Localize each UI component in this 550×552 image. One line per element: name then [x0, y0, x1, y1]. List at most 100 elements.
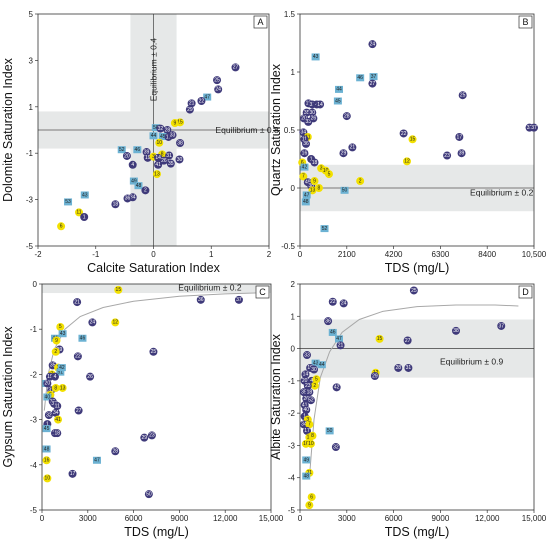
data-point: 24	[368, 40, 377, 49]
x-tick-label: 8400	[478, 250, 496, 259]
data-point: 44	[149, 132, 158, 140]
data-point: 32	[44, 411, 53, 420]
data-point: 36	[324, 317, 333, 326]
point-marker-circle	[53, 429, 62, 438]
point-label: 38	[177, 140, 183, 146]
point-marker-circle	[52, 336, 61, 345]
data-point: 6	[307, 493, 316, 502]
point-marker-square	[340, 186, 349, 194]
point-label: 39	[144, 149, 150, 155]
point-marker-square	[149, 132, 158, 140]
data-point: 25	[149, 347, 158, 356]
point-label: 45	[335, 98, 341, 104]
point-label: 15	[410, 137, 416, 143]
point-marker-circle	[310, 381, 319, 390]
point-marker-circle	[394, 363, 403, 372]
point-label: 8	[311, 433, 314, 439]
y-tick-label: 5	[29, 10, 34, 19]
data-point: 49	[302, 456, 311, 464]
x-tick-label: 15,000	[259, 514, 284, 523]
point-label: 37	[531, 125, 537, 131]
equilibrium-label-horizontal: Equilibrium ± 0.8	[215, 125, 279, 135]
point-marker-circle	[234, 295, 243, 304]
point-label: 36	[325, 318, 331, 324]
point-marker-square	[151, 124, 160, 132]
point-marker-circle	[58, 383, 67, 392]
point-marker-circle	[141, 186, 150, 195]
point-marker-circle	[42, 456, 51, 465]
point-label: 42	[59, 365, 65, 371]
point-label: 28	[395, 365, 401, 371]
data-point: 36	[302, 139, 311, 148]
point-label: 7	[302, 174, 305, 180]
data-point: 26	[159, 156, 168, 165]
point-label: 37	[498, 323, 504, 329]
point-marker-circle	[306, 439, 315, 448]
x-tick-label: 9000	[171, 514, 189, 523]
point-label: 20	[302, 378, 308, 384]
point-label: 49	[305, 180, 311, 186]
point-marker-square	[57, 364, 66, 372]
point-label: 1	[46, 421, 49, 427]
point-marker-circle	[147, 431, 156, 440]
point-label: 18	[307, 389, 313, 395]
point-label: 33	[304, 352, 310, 358]
data-point: 24	[339, 299, 348, 308]
data-point: 2	[141, 186, 150, 195]
y-tick-label: -4	[30, 461, 38, 470]
x-tick-label: -1	[92, 250, 100, 259]
data-point: 28	[163, 126, 172, 134]
x-tick-label: 2	[267, 250, 272, 259]
point-marker-circle	[342, 112, 351, 121]
point-label: 21	[338, 343, 344, 349]
point-label: 25	[411, 288, 417, 294]
point-marker-square	[335, 85, 343, 93]
data-point: 20	[122, 151, 131, 160]
point-label: 35	[304, 110, 310, 116]
data-point: 7	[299, 172, 308, 181]
data-point: 17	[68, 469, 77, 478]
point-label: 15	[116, 287, 122, 293]
point-marker-circle	[144, 490, 153, 499]
data-point: 46	[133, 146, 142, 154]
point-marker-circle	[111, 447, 120, 456]
point-marker-circle	[305, 501, 314, 510]
point-label: 32	[333, 444, 339, 450]
y-tick-label: 1	[29, 103, 34, 112]
point-marker-circle	[53, 402, 62, 411]
point-marker-square	[42, 425, 51, 433]
point-label: 5	[59, 324, 62, 330]
data-point: 15	[375, 334, 384, 343]
data-point: 13	[58, 383, 67, 392]
point-label: 53	[65, 199, 71, 205]
y-tick-label: -2	[288, 409, 296, 418]
data-point: 46	[356, 74, 365, 82]
point-label: 38	[308, 183, 314, 189]
data-point: 11	[53, 402, 62, 411]
point-label: 2	[144, 188, 147, 194]
point-label: 12	[404, 159, 410, 165]
point-label: 41	[55, 417, 61, 423]
panel-c-gypsum: Equilibrium ± 0.2 0 3000 6000 9000 12,000 15,0…	[1, 280, 284, 539]
point-marker-circle	[56, 322, 65, 331]
panel-label: C	[259, 287, 266, 297]
point-label: 21	[189, 101, 195, 107]
point-label: 8	[161, 152, 164, 158]
data-point: 15	[114, 285, 123, 294]
point-marker-circle	[310, 365, 319, 374]
data-point: 37	[234, 295, 243, 304]
data-point: 23	[443, 151, 452, 160]
y-axis-label: Dolomite Saturation Index	[1, 57, 15, 202]
data-point: 38	[452, 326, 460, 335]
data-point: 43	[58, 330, 67, 338]
data-point: 22	[73, 352, 82, 361]
point-label: 26	[161, 158, 167, 164]
data-point: 53	[64, 198, 73, 206]
x-axis-label: TDS (mg/L)	[385, 261, 450, 275]
point-marker-circle	[80, 213, 89, 221]
point-label: 5	[315, 377, 318, 383]
data-point: 6	[57, 222, 66, 231]
point-marker-circle	[166, 159, 175, 168]
point-marker-circle	[154, 160, 163, 169]
data-point: 48	[302, 472, 311, 480]
